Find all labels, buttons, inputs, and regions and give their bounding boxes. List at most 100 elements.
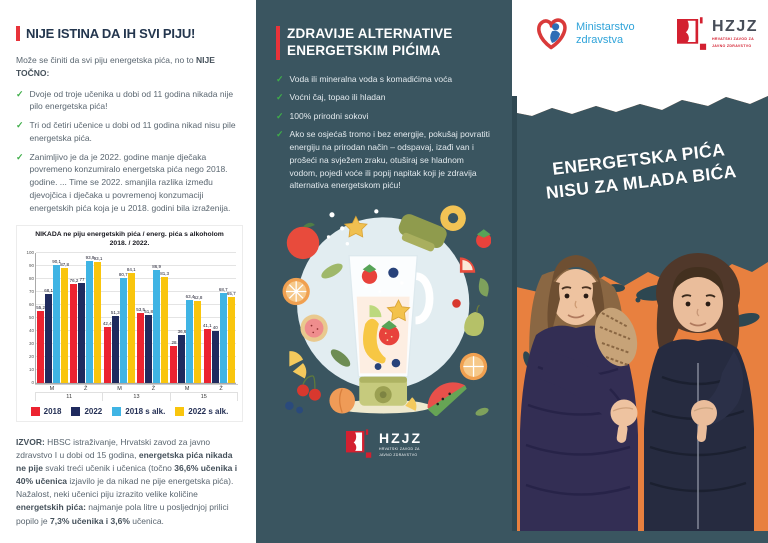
list-item: ✓ Zanimljivo je da je 2022. godine manje … [16,151,243,215]
y-tick-label: 10 [28,367,34,373]
bar-value-label: 53,5 [136,307,146,313]
intro-text: Može se činiti da svi piju energetska pi… [16,55,197,65]
legend-swatch [71,406,81,416]
bar-value-label: 28 [171,340,177,346]
check-icon: ✓ [16,120,24,130]
middle-title-block: ZDRAVIJE ALTERNATIVE ENERGETSKIM PIĆIMA [276,26,492,60]
bullet-text: Zanimljivo je da je 2022. godine manje d… [29,151,231,213]
y-tick-label: 0 [31,380,34,386]
legend-swatch [30,406,40,416]
bar-value-label: 87,8 [60,262,70,268]
bullet-text: Dvoje od troje učenika u dobi od 11 godi… [29,88,234,112]
source-bold: energetskih pića: [16,502,86,513]
bar: 93,9 [86,255,94,383]
hzjz-mark-icon [677,17,707,50]
bar-group: 76,2 77 93,9 93,1 [69,255,102,383]
check-icon: ✓ [16,88,24,99]
y-tick-label: 40 [28,328,34,334]
source-text: izjavilo je da nikad ne pije energetska … [16,476,234,500]
x-tick-label: Ž [151,385,156,392]
legend-label: 2022 [84,406,103,416]
gridline [36,368,236,370]
source-text: učenica. [129,515,164,526]
age-group-label: 13 [103,392,171,401]
chart-legend: 2018 2022 2018 s alk. 2022 s alk. [21,406,238,416]
bar: 36,6 [178,329,186,383]
source-text: HBSC istraživanje, Hrvatski zavod za jav… [16,436,211,460]
gridline [36,264,236,266]
bar-value-label: 36,6 [177,329,187,335]
bar-group: 53,5 51,8 86,9 81,3 [136,264,170,383]
source-bold: energetska pića nikada ne pije [16,449,233,473]
bar-value-label: 51,8 [144,309,154,315]
accent-bar [16,26,20,41]
middle-bullet-list: ✓ Voda ili mineralna voda s komadićima vo… [276,73,492,192]
source-bold: 36,6% učenika i 40% učenica [16,462,238,487]
bar-value-label: 77 [79,276,85,282]
bullet-text: Voda ili mineralna voda s komadićima voć… [289,73,453,84]
bar-value-label: 76,2 [69,277,79,283]
bar: 87,8 [60,262,69,383]
bar-value-label: 41,1 [202,323,212,329]
x-tick-label: M [184,385,190,392]
hzjz-logo-text: HZJZ HRVATSKI ZAVOD ZA JAVNO ZDRAVSTVO [712,19,758,48]
bar: 42,4 [103,321,112,383]
chart-title: NIKADA ne piju energetskih pića / energ.… [21,230,238,248]
y-tick-label: 20 [28,354,34,360]
bar-value-label: 81,3 [160,270,170,276]
photo-girls-thumbs-down [520,253,754,531]
check-icon: ✓ [276,92,284,103]
y-tick-label: 50 [28,315,34,321]
bar-value-label: 90,1 [52,259,62,265]
bar-value-label: 51,3 [110,309,120,315]
gridline [36,277,236,279]
legend-label: 2018 s alk. [125,406,166,416]
list-item: ✓ Tri od četiri učenice u dobi od 11 godi… [16,119,243,145]
source-label: IZVOR: [16,436,45,447]
bullet-text: Tri od četiri učenice u dobi od 11 godin… [29,120,236,143]
check-icon: ✓ [276,73,284,84]
panel-left: NIJE ISTINA DA IH SVI PIJU! Može se čini… [0,0,256,543]
y-tick-label: 60 [28,302,34,308]
bar: 86,9 [152,264,161,383]
list-item: ✓ Dvoje od troje učenika u dobi od 11 god… [16,88,243,114]
middle-title: ZDRAVIJE ALTERNATIVE ENERGETSKIM PIĆIMA [287,26,453,60]
bar-value-label: 93,9 [85,254,95,260]
bar: 51,8 [144,309,153,383]
chart-title-line2: 2018. / 2022. [109,240,150,248]
y-tick-label: 70 [28,289,34,295]
hzjz-mark-icon [346,429,372,458]
list-item: ✓ Voćni čaj, topao ili hladan [276,91,492,105]
y-tick-label: 90 [28,263,34,269]
bar: 55,2 [36,305,45,383]
chart-title-line1: NIKADA ne piju energetskih pića / energ.… [35,231,224,239]
bar: 93,1 [94,256,102,383]
legend-label: 2022 s alk. [188,406,229,416]
hzjz-logo-header: HZJZ HRVATSKI ZAVOD ZA JAVNO ZDRAVSTVO [677,17,758,51]
hzjz-caption-line1: HRVATSKI ZAVOD ZA [712,37,754,42]
x-tick-label: M [49,385,55,392]
gridline [36,316,236,318]
bar-value-label: 55,2 [36,304,46,310]
legend-swatch [112,406,122,416]
accent-bar [276,26,280,60]
list-item: ✓ Ako se osjećaš tromo i bez energije, po… [276,128,492,192]
left-intro: Može se činiti da svi piju energetska pi… [16,54,243,80]
bar: 90,1 [52,259,61,383]
age-group-label: 15 [171,392,238,401]
hzjz-caption-line2: JAVNO ZDRAVSTVO [712,44,752,48]
gridline [36,329,236,331]
legend-item: 2022 s alk. [175,406,229,416]
gridline [36,290,236,292]
blender-illustration-svg [282,205,492,417]
source-bold: 7,3% učenika i 3,6% [50,515,130,526]
ministry-heart-icon [537,18,567,50]
y-tick-label: 80 [28,276,34,282]
list-item: ✓ Voda ili mineralna voda s komadićima vo… [276,73,492,87]
gridline [36,303,236,305]
ministry-line2: zdravstva [576,34,624,46]
x-tick-label: Ž [84,385,88,392]
girl-left [520,255,638,531]
middle-title-line2: ENERGETSKIM PIĆIMA [287,42,441,58]
